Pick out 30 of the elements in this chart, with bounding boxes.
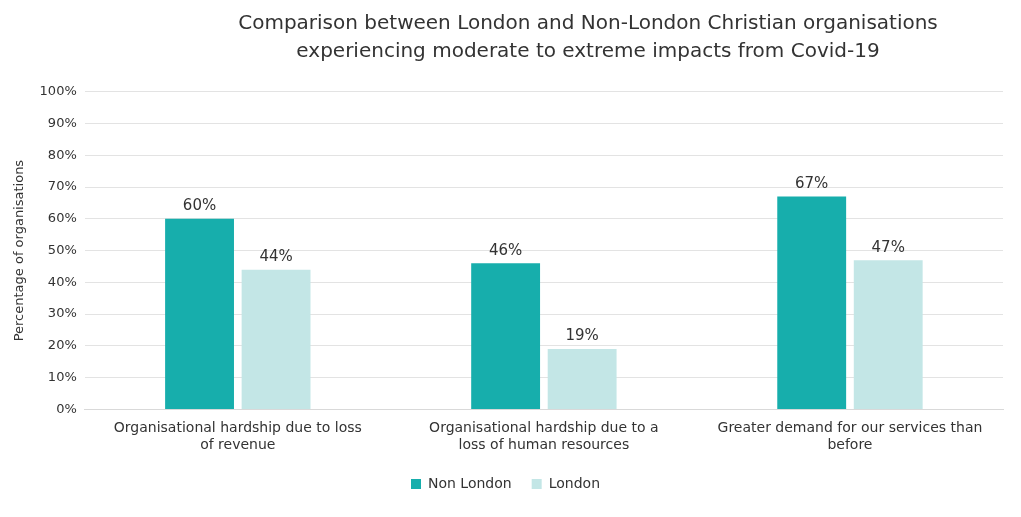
x-tick-label: Organisational hardship due to a loss of human resources: [429, 419, 659, 453]
y-tick-label: 60%: [47, 210, 77, 226]
y-axis-title: Percentage of organisations: [11, 159, 27, 342]
x-tick-label: Organisational hardship due to loss of revenue: [113, 419, 362, 453]
bar: [471, 263, 541, 409]
bar: [241, 269, 311, 409]
y-tick-label: 20%: [47, 337, 77, 353]
data-label: 60%: [182, 196, 217, 215]
data-label: 44%: [259, 247, 293, 266]
bar: [777, 196, 847, 409]
y-tick-label: 50%: [47, 241, 77, 257]
legend-label: Non London: [428, 474, 512, 491]
y-tick-label: 40%: [47, 273, 77, 289]
data-label: 47%: [871, 237, 905, 256]
bar: [547, 349, 617, 409]
y-tick-label: 100%: [39, 83, 77, 99]
data-label: 46%: [488, 240, 523, 259]
y-tick-label: 0%: [56, 400, 77, 416]
legend-label: London: [548, 474, 601, 491]
chart-title: Comparison between London and Non-London Christian organisations experiencing moderate to extreme impacts from Covid-19: [237, 9, 939, 64]
y-tick-label: 30%: [47, 305, 77, 321]
y-tick-label: 90%: [47, 114, 77, 130]
bar: [853, 260, 923, 409]
data-label: 19%: [565, 326, 599, 345]
y-tick-label: 70%: [47, 178, 77, 194]
data-label: 67%: [795, 174, 829, 192]
bar: [165, 218, 234, 409]
y-tick-label: 80%: [47, 146, 77, 162]
y-tick-label: 10%: [47, 369, 77, 385]
x-tick-label: Greater demand for our services than before: [717, 419, 983, 453]
